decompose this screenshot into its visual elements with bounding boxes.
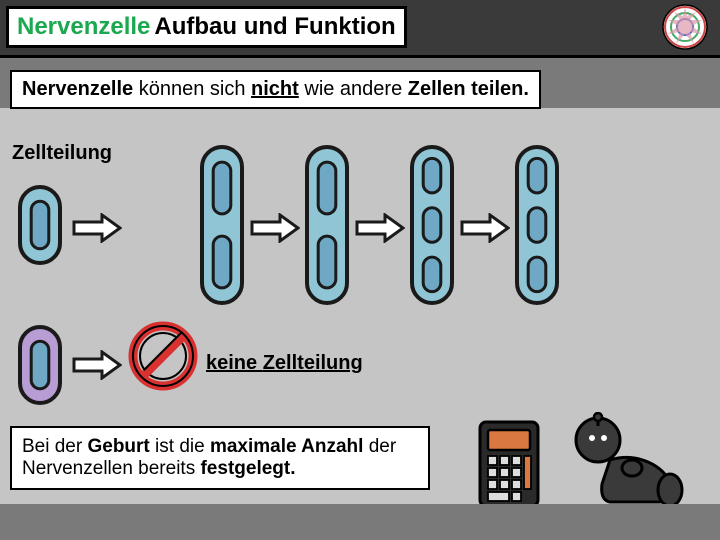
bt3: ist die (150, 436, 210, 457)
title-green: Nervenzelle (17, 13, 150, 41)
cell-icon (18, 185, 62, 265)
keine-text: keine (206, 352, 263, 374)
logo-icon (662, 4, 708, 50)
keine-zell-text: Zellteilung (263, 352, 363, 374)
statement-p4: wie andere (299, 78, 408, 100)
cell-icon (410, 145, 454, 305)
arrow-icon (250, 213, 300, 243)
bt4: maximale Anzahl (210, 436, 363, 457)
keine-zellteilung-label: keine Zellteilung (206, 352, 363, 375)
bt2: Geburt (87, 436, 149, 457)
diagram-area (10, 145, 710, 355)
statement-p1: Nervenzelle (22, 78, 133, 100)
arrow-icon (460, 213, 510, 243)
arrow-icon (72, 350, 122, 380)
bt6: festgelegt. (200, 458, 295, 479)
bottom-statement-box: Bei der Geburt ist die maximale Anzahl d… (10, 426, 430, 490)
cell-icon (18, 325, 62, 405)
statement-box: Nervenzelle können sich nicht wie andere… (10, 70, 541, 109)
bt1: Bei der (22, 436, 87, 457)
statement-p3: nicht (251, 78, 299, 100)
title-black: Aufbau und Funktion (154, 13, 395, 41)
statement-p5: Zellen teilen. (408, 78, 529, 100)
arrow-icon (72, 213, 122, 243)
statement-p2: können sich (133, 78, 251, 100)
cell-icon (200, 145, 244, 305)
calculator-icon (478, 420, 540, 508)
cell-icon (515, 145, 559, 305)
baby-icon (560, 412, 690, 512)
header-bar: Nervenzelle Aufbau und Funktion (0, 0, 720, 58)
title-box: Nervenzelle Aufbau und Funktion (6, 6, 407, 48)
arrow-icon (355, 213, 405, 243)
cell-icon (305, 145, 349, 305)
prohibition-icon (128, 321, 198, 391)
bottom-bar (0, 504, 720, 540)
